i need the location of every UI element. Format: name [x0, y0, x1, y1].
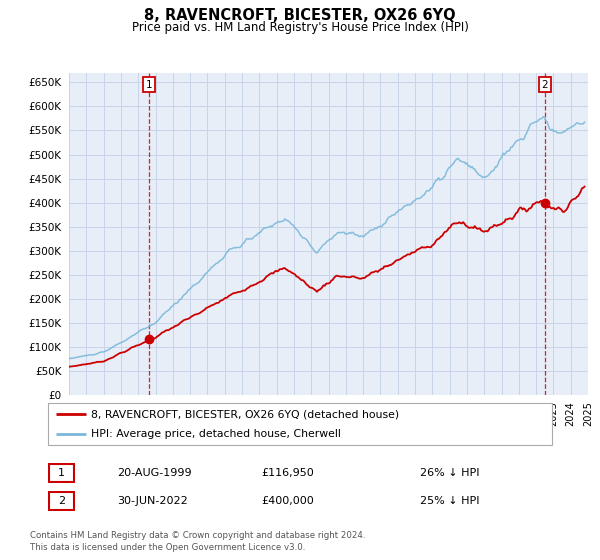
Text: 8, RAVENCROFT, BICESTER, OX26 6YQ (detached house): 8, RAVENCROFT, BICESTER, OX26 6YQ (detac… [91, 409, 399, 419]
Text: 1: 1 [58, 468, 65, 478]
Text: 2: 2 [58, 496, 65, 506]
Text: 30-JUN-2022: 30-JUN-2022 [117, 496, 188, 506]
Text: 26% ↓ HPI: 26% ↓ HPI [420, 468, 479, 478]
Text: Contains HM Land Registry data © Crown copyright and database right 2024.: Contains HM Land Registry data © Crown c… [30, 531, 365, 540]
Text: 8, RAVENCROFT, BICESTER, OX26 6YQ: 8, RAVENCROFT, BICESTER, OX26 6YQ [144, 8, 456, 24]
FancyBboxPatch shape [48, 403, 552, 445]
Text: 2: 2 [541, 80, 548, 90]
FancyBboxPatch shape [49, 492, 74, 510]
Text: HPI: Average price, detached house, Cherwell: HPI: Average price, detached house, Cher… [91, 429, 341, 438]
Text: £116,950: £116,950 [262, 468, 314, 478]
Text: 1: 1 [146, 80, 152, 90]
Text: £400,000: £400,000 [262, 496, 314, 506]
Text: Price paid vs. HM Land Registry's House Price Index (HPI): Price paid vs. HM Land Registry's House … [131, 21, 469, 34]
Text: 20-AUG-1999: 20-AUG-1999 [117, 468, 191, 478]
Text: This data is licensed under the Open Government Licence v3.0.: This data is licensed under the Open Gov… [30, 543, 305, 552]
Text: 25% ↓ HPI: 25% ↓ HPI [420, 496, 479, 506]
FancyBboxPatch shape [49, 464, 74, 482]
